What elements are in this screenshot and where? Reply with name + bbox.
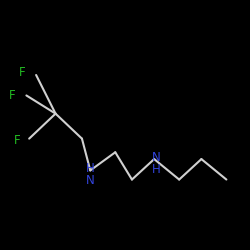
Text: F: F xyxy=(18,66,25,79)
Text: F: F xyxy=(9,89,15,102)
Text: F: F xyxy=(14,134,21,147)
Text: N
H: N H xyxy=(152,151,161,176)
Text: H
N: H N xyxy=(86,162,94,188)
